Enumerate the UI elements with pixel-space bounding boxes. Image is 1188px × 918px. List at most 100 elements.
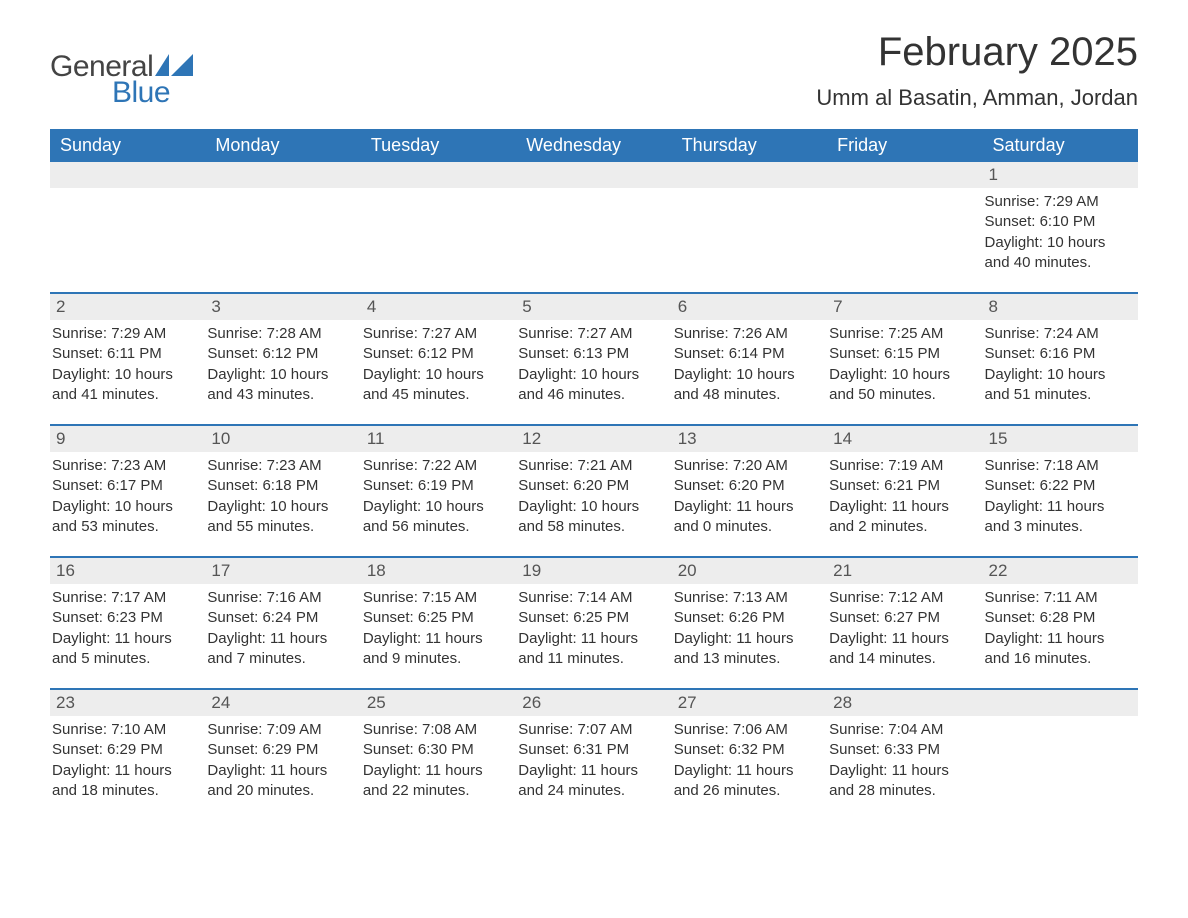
day-details: Sunrise: 7:26 AMSunset: 6:14 PMDaylight:…	[672, 320, 827, 409]
day-number: 26	[516, 690, 671, 716]
day-details: Sunrise: 7:13 AMSunset: 6:26 PMDaylight:…	[672, 584, 827, 673]
calendar-day-cell	[205, 162, 360, 292]
daylight-text: Daylight: 10 hours and 53 minutes.	[52, 497, 199, 538]
daylight-text: Daylight: 11 hours and 13 minutes.	[674, 629, 821, 670]
daylight-text: Daylight: 11 hours and 3 minutes.	[985, 497, 1132, 538]
day-details: Sunrise: 7:28 AMSunset: 6:12 PMDaylight:…	[205, 320, 360, 409]
day-details	[361, 188, 516, 196]
title-block: February 2025 Umm al Basatin, Amman, Jor…	[816, 30, 1138, 111]
day-details: Sunrise: 7:06 AMSunset: 6:32 PMDaylight:…	[672, 716, 827, 805]
day-details: Sunrise: 7:11 AMSunset: 6:28 PMDaylight:…	[983, 584, 1138, 673]
daylight-text: Daylight: 11 hours and 28 minutes.	[829, 761, 976, 802]
logo: General Blue	[50, 30, 193, 110]
calendar-week-row: 16Sunrise: 7:17 AMSunset: 6:23 PMDayligh…	[50, 556, 1138, 688]
day-number: 17	[205, 558, 360, 584]
daylight-text: Daylight: 10 hours and 50 minutes.	[829, 365, 976, 406]
calendar-day-cell: 27Sunrise: 7:06 AMSunset: 6:32 PMDayligh…	[672, 690, 827, 820]
sunset-text: Sunset: 6:25 PM	[518, 608, 665, 628]
day-details	[672, 188, 827, 196]
daylight-text: Daylight: 11 hours and 2 minutes.	[829, 497, 976, 538]
day-details: Sunrise: 7:25 AMSunset: 6:15 PMDaylight:…	[827, 320, 982, 409]
sunrise-text: Sunrise: 7:20 AM	[674, 456, 821, 476]
sunset-text: Sunset: 6:12 PM	[363, 344, 510, 364]
daylight-text: Daylight: 10 hours and 43 minutes.	[207, 365, 354, 406]
day-details: Sunrise: 7:10 AMSunset: 6:29 PMDaylight:…	[50, 716, 205, 805]
calendar-day-cell	[516, 162, 671, 292]
sunset-text: Sunset: 6:18 PM	[207, 476, 354, 496]
logo-text-blue: Blue	[112, 76, 170, 110]
daylight-text: Daylight: 11 hours and 24 minutes.	[518, 761, 665, 802]
sunrise-text: Sunrise: 7:21 AM	[518, 456, 665, 476]
sunrise-text: Sunrise: 7:28 AM	[207, 324, 354, 344]
col-monday: Monday	[205, 129, 360, 162]
day-details: Sunrise: 7:24 AMSunset: 6:16 PMDaylight:…	[983, 320, 1138, 409]
sunrise-text: Sunrise: 7:08 AM	[363, 720, 510, 740]
day-number: 19	[516, 558, 671, 584]
calendar-day-cell: 19Sunrise: 7:14 AMSunset: 6:25 PMDayligh…	[516, 558, 671, 688]
sunrise-text: Sunrise: 7:15 AM	[363, 588, 510, 608]
day-number: 28	[827, 690, 982, 716]
daylight-text: Daylight: 11 hours and 26 minutes.	[674, 761, 821, 802]
day-details	[205, 188, 360, 196]
sunrise-text: Sunrise: 7:29 AM	[985, 192, 1132, 212]
sunrise-text: Sunrise: 7:17 AM	[52, 588, 199, 608]
calendar-day-cell	[983, 690, 1138, 820]
daylight-text: Daylight: 11 hours and 16 minutes.	[985, 629, 1132, 670]
daylight-text: Daylight: 11 hours and 14 minutes.	[829, 629, 976, 670]
daylight-text: Daylight: 10 hours and 41 minutes.	[52, 365, 199, 406]
calendar-day-cell: 17Sunrise: 7:16 AMSunset: 6:24 PMDayligh…	[205, 558, 360, 688]
calendar-day-cell: 13Sunrise: 7:20 AMSunset: 6:20 PMDayligh…	[672, 426, 827, 556]
sunrise-text: Sunrise: 7:23 AM	[207, 456, 354, 476]
calendar-day-cell: 28Sunrise: 7:04 AMSunset: 6:33 PMDayligh…	[827, 690, 982, 820]
day-details: Sunrise: 7:14 AMSunset: 6:25 PMDaylight:…	[516, 584, 671, 673]
sunset-text: Sunset: 6:19 PM	[363, 476, 510, 496]
page-header: General Blue February 2025 Umm al Basati…	[50, 30, 1138, 111]
calendar-header-row: Sunday Monday Tuesday Wednesday Thursday…	[50, 129, 1138, 162]
day-number: 23	[50, 690, 205, 716]
calendar-day-cell	[827, 162, 982, 292]
sunrise-text: Sunrise: 7:13 AM	[674, 588, 821, 608]
day-details: Sunrise: 7:22 AMSunset: 6:19 PMDaylight:…	[361, 452, 516, 541]
daylight-text: Daylight: 10 hours and 40 minutes.	[985, 233, 1132, 274]
sunset-text: Sunset: 6:20 PM	[518, 476, 665, 496]
calendar-day-cell: 20Sunrise: 7:13 AMSunset: 6:26 PMDayligh…	[672, 558, 827, 688]
day-number: 13	[672, 426, 827, 452]
day-details: Sunrise: 7:29 AMSunset: 6:10 PMDaylight:…	[983, 188, 1138, 277]
calendar-day-cell: 14Sunrise: 7:19 AMSunset: 6:21 PMDayligh…	[827, 426, 982, 556]
day-number: 7	[827, 294, 982, 320]
day-number	[983, 690, 1138, 716]
sunset-text: Sunset: 6:15 PM	[829, 344, 976, 364]
day-details: Sunrise: 7:23 AMSunset: 6:17 PMDaylight:…	[50, 452, 205, 541]
calendar-day-cell: 9Sunrise: 7:23 AMSunset: 6:17 PMDaylight…	[50, 426, 205, 556]
calendar-day-cell: 23Sunrise: 7:10 AMSunset: 6:29 PMDayligh…	[50, 690, 205, 820]
daylight-text: Daylight: 10 hours and 45 minutes.	[363, 365, 510, 406]
day-number: 15	[983, 426, 1138, 452]
day-number: 22	[983, 558, 1138, 584]
sunset-text: Sunset: 6:31 PM	[518, 740, 665, 760]
sunrise-text: Sunrise: 7:19 AM	[829, 456, 976, 476]
day-details: Sunrise: 7:16 AMSunset: 6:24 PMDaylight:…	[205, 584, 360, 673]
sunrise-text: Sunrise: 7:11 AM	[985, 588, 1132, 608]
day-number: 6	[672, 294, 827, 320]
day-number: 14	[827, 426, 982, 452]
calendar-day-cell: 25Sunrise: 7:08 AMSunset: 6:30 PMDayligh…	[361, 690, 516, 820]
daylight-text: Daylight: 11 hours and 11 minutes.	[518, 629, 665, 670]
sunrise-text: Sunrise: 7:23 AM	[52, 456, 199, 476]
sunset-text: Sunset: 6:27 PM	[829, 608, 976, 628]
calendar-week-row: 1Sunrise: 7:29 AMSunset: 6:10 PMDaylight…	[50, 162, 1138, 292]
day-number: 10	[205, 426, 360, 452]
day-details: Sunrise: 7:19 AMSunset: 6:21 PMDaylight:…	[827, 452, 982, 541]
col-saturday: Saturday	[983, 129, 1138, 162]
sunset-text: Sunset: 6:30 PM	[363, 740, 510, 760]
sunset-text: Sunset: 6:22 PM	[985, 476, 1132, 496]
sunset-text: Sunset: 6:12 PM	[207, 344, 354, 364]
sunset-text: Sunset: 6:11 PM	[52, 344, 199, 364]
sunrise-text: Sunrise: 7:25 AM	[829, 324, 976, 344]
day-number: 8	[983, 294, 1138, 320]
sunrise-text: Sunrise: 7:26 AM	[674, 324, 821, 344]
sunrise-text: Sunrise: 7:29 AM	[52, 324, 199, 344]
day-number: 4	[361, 294, 516, 320]
sunset-text: Sunset: 6:13 PM	[518, 344, 665, 364]
calendar-day-cell: 1Sunrise: 7:29 AMSunset: 6:10 PMDaylight…	[983, 162, 1138, 292]
day-details	[516, 188, 671, 196]
